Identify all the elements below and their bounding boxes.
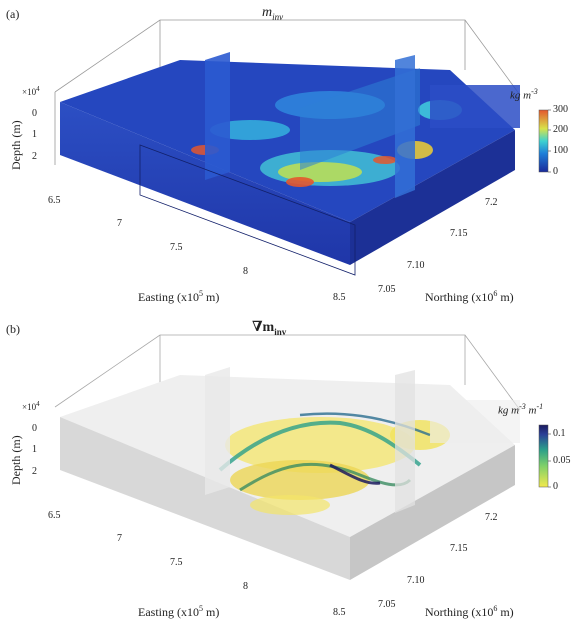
northing-tick: 7.10 bbox=[407, 575, 425, 586]
easting-axis-label: Easting (x105 m) bbox=[138, 289, 220, 304]
depth-tick: 2 bbox=[32, 151, 37, 162]
easting-tick: 7.5 bbox=[170, 242, 183, 253]
volume-front-face bbox=[60, 102, 350, 265]
northing-tick: 7.2 bbox=[485, 197, 498, 208]
depth-tick: 1 bbox=[32, 129, 37, 140]
panel-label: (b) bbox=[6, 322, 20, 336]
easting-tick: 8.5 bbox=[333, 607, 346, 618]
colorbar-tick-label: 0 bbox=[553, 166, 558, 177]
bounding-box bbox=[54, 19, 521, 165]
panel-title: ∇minv bbox=[252, 320, 287, 337]
colorbar-tick-label: 200 bbox=[553, 124, 568, 135]
northing-tick: 7.05 bbox=[378, 599, 396, 610]
northing-tick: 7.10 bbox=[407, 260, 425, 271]
volume-right-face bbox=[350, 445, 515, 580]
panel-label: (a) bbox=[6, 7, 20, 21]
depth-tick: 1 bbox=[32, 444, 37, 455]
northing-tick: 7.15 bbox=[450, 228, 468, 239]
gradient-anomalies bbox=[218, 412, 450, 515]
depth-tick: 0 bbox=[32, 423, 37, 434]
easting-tick: 7.5 bbox=[170, 557, 183, 568]
easting-tick: 8.5 bbox=[333, 292, 346, 303]
depth-tick: 0 bbox=[32, 108, 37, 119]
colorbar-unit: kg m-3 bbox=[510, 87, 538, 102]
colorbar bbox=[538, 109, 549, 173]
depth-tick: 2 bbox=[32, 466, 37, 477]
colorbar-tick-label: 0.1 bbox=[553, 428, 566, 439]
colorbar-tick-label: 0 bbox=[553, 481, 558, 492]
colorbar-ticks bbox=[548, 109, 551, 173]
colorbar-tick-label: 100 bbox=[553, 145, 568, 156]
bounding-box bbox=[54, 334, 521, 411]
easting-tick: 7 bbox=[117, 218, 122, 229]
panel-a: (a) minv ×104 Depth (m) 0 1 2 6.5 7 7.5 … bbox=[0, 0, 576, 314]
northing-tick: 7.2 bbox=[485, 512, 498, 523]
colorbar-tick-label: 300 bbox=[553, 104, 568, 115]
northing-tick: 7.05 bbox=[378, 284, 396, 295]
colorbar-ticks bbox=[548, 433, 551, 488]
panel-a-figure bbox=[54, 19, 551, 276]
vertical-slices bbox=[205, 367, 520, 513]
panel-b-figure bbox=[54, 334, 551, 580]
easting-tick: 7 bbox=[117, 533, 122, 544]
easting-tick: 8 bbox=[243, 581, 248, 592]
panel-title: minv bbox=[262, 5, 284, 22]
volume-front-face bbox=[60, 417, 350, 580]
easting-axis-label: Easting (x105 m) bbox=[138, 604, 220, 619]
easting-tick: 6.5 bbox=[48, 510, 61, 521]
colorbar bbox=[538, 424, 549, 488]
northing-tick: 7.15 bbox=[450, 543, 468, 554]
panel-b: (b) ∇minv ×104 Depth (m) 0 1 2 6.5 7 7.5… bbox=[0, 315, 576, 629]
easting-tick: 6.5 bbox=[48, 195, 61, 206]
easting-tick: 8 bbox=[243, 266, 248, 277]
northing-axis-label: Northing (x106 m) bbox=[425, 289, 514, 304]
depth-exponent: ×104 bbox=[22, 400, 40, 412]
volume-right-face bbox=[350, 130, 515, 265]
northing-axis-label: Northing (x106 m) bbox=[425, 604, 514, 619]
depth-axis-label: Depth (m) bbox=[9, 435, 23, 485]
colorbar-tick-label: 0.05 bbox=[553, 455, 571, 466]
depth-exponent: ×104 bbox=[22, 85, 40, 97]
depth-axis-label: Depth (m) bbox=[9, 120, 23, 170]
vertical-slices bbox=[139, 52, 520, 276]
colorbar-unit: kg m-3 m-1 bbox=[498, 402, 544, 417]
